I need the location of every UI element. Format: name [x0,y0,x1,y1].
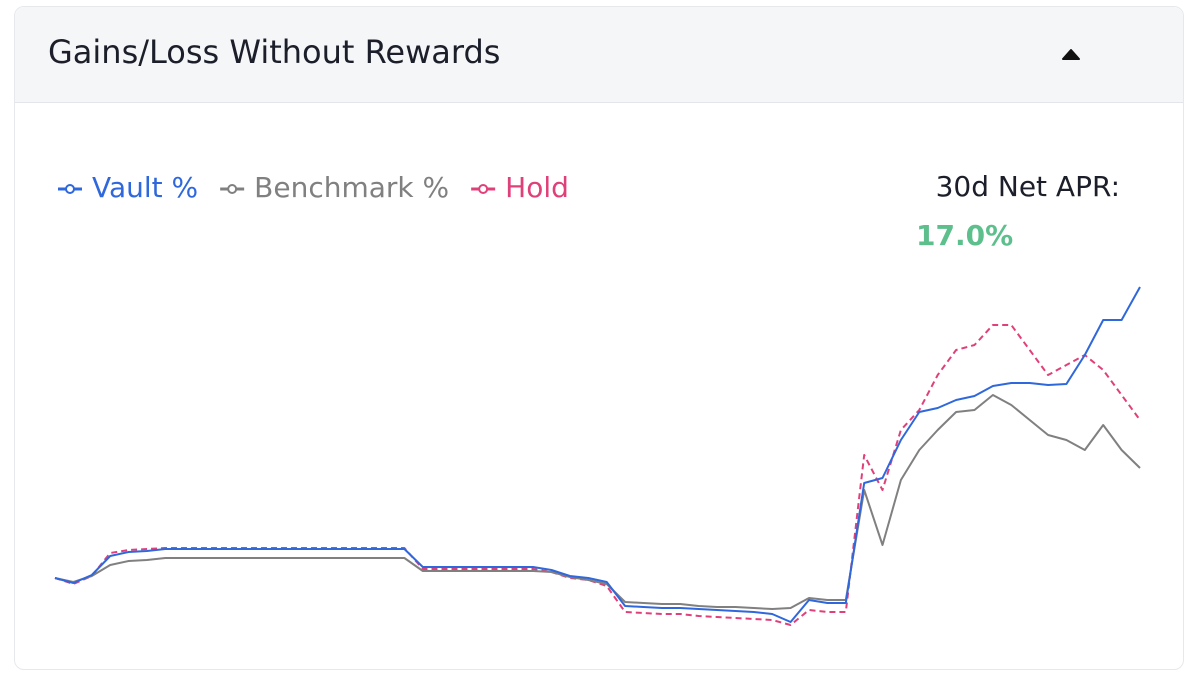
panel-title: Gains/Loss Without Rewards [48,33,501,71]
legend-marker [478,184,489,194]
legend-item[interactable]: Benchmark % [220,171,449,204]
legend-label: Benchmark % [254,171,449,204]
collapse-caret[interactable] [1061,45,1081,61]
legend-item[interactable]: Vault % [58,171,198,204]
legend-label: Vault % [92,171,198,204]
apr-label: 30d Net APR: [936,170,1120,203]
legend-item[interactable]: Hold [471,171,569,204]
legend-marker [227,184,238,194]
panel: Gains/Loss Without Rewards [14,6,1184,670]
legend-label: Hold [505,171,569,204]
apr-value: 17.0% [916,219,1013,252]
series-line [54,286,1141,623]
legend-marker [65,184,75,194]
series-line [54,394,1141,610]
panel-header[interactable]: Gains/Loss Without Rewards [15,7,1183,103]
